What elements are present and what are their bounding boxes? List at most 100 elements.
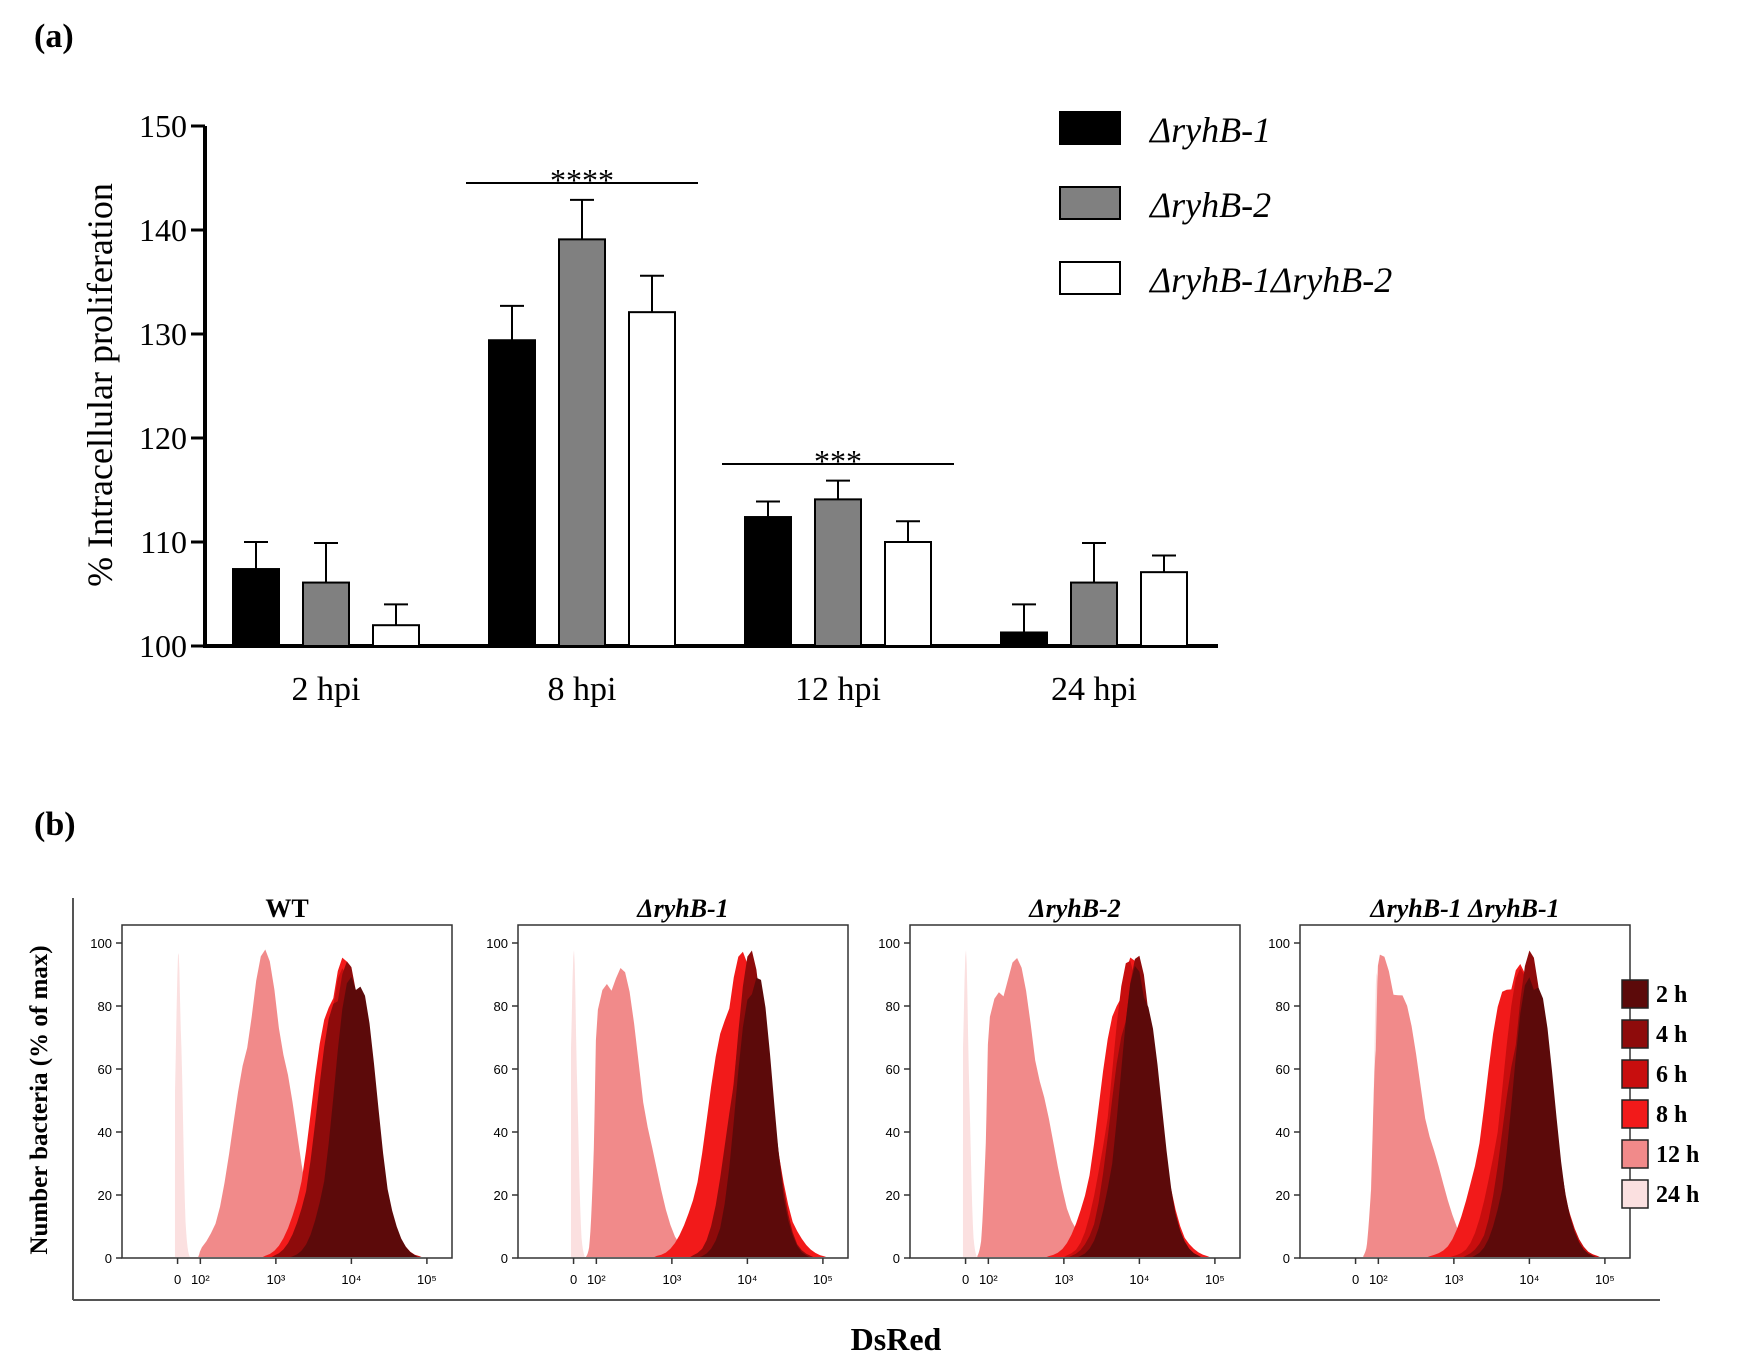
- significance-stars: ****: [550, 162, 614, 198]
- x-tick-label: 10³: [662, 1272, 681, 1287]
- x-tick-label: 2 hpi: [292, 671, 361, 708]
- legend-swatch: [1621, 1179, 1649, 1209]
- y-tick-label: 60: [494, 1062, 508, 1077]
- y-axis-title: % Intracellular proliferation: [80, 183, 120, 587]
- histogram-series-6h: [272, 968, 422, 1257]
- x-tick-label: 24 hpi: [1051, 671, 1137, 708]
- y-tick-label: 20: [494, 1188, 508, 1203]
- histogram-series-6h: [695, 972, 805, 1257]
- x-tick-label: 10⁵: [813, 1272, 833, 1287]
- bar: [744, 516, 792, 647]
- histogram-series-6h: [1450, 968, 1600, 1257]
- x-tick-label: 10³: [1444, 1272, 1463, 1287]
- y-tick-label: 60: [1276, 1062, 1290, 1077]
- legend-swatch: [1059, 261, 1121, 295]
- y-tick-label: 100: [878, 936, 900, 951]
- y-tick-label: 120: [139, 420, 187, 456]
- histogram-series-8h: [1427, 964, 1600, 1257]
- bar: [814, 498, 862, 647]
- legend-label: ΔryhB-1: [1148, 110, 1271, 150]
- bar-chart-proliferation: 100 110 120 130 140 150 % Intracellular prolif…: [80, 108, 1392, 708]
- significance-stars: ***: [814, 443, 862, 479]
- histogram-title: ΔryhB-2: [1028, 894, 1120, 923]
- histogram-series-2h: [699, 977, 810, 1257]
- y-tick-label: 60: [886, 1062, 900, 1077]
- y-tick-label: 20: [1276, 1188, 1290, 1203]
- bar: [372, 624, 420, 648]
- x-tick-label: 8 hpi: [548, 671, 617, 708]
- y-tick-label: 40: [886, 1125, 900, 1140]
- histogram-frame: [909, 924, 1241, 1259]
- legend-swatch: [1621, 1059, 1649, 1089]
- y-tick-label: 0: [501, 1251, 508, 1266]
- legend-swatch: [1059, 186, 1121, 220]
- legend-swatch: [1621, 1099, 1649, 1129]
- legend-label: 8 h: [1656, 1102, 1687, 1128]
- legend-swatch: [1621, 1139, 1649, 1169]
- y-tick-label: 130: [139, 316, 187, 352]
- legend-label: 24 h: [1656, 1182, 1699, 1208]
- x-tick-label: 10²: [979, 1272, 998, 1287]
- histogram-series-12h: [198, 949, 341, 1257]
- histogram-series-24h: [962, 950, 977, 1257]
- legend-label: ΔryhB-2: [1148, 185, 1271, 225]
- y-tick-label: 110: [140, 524, 187, 560]
- legend-label: 2 h: [1656, 982, 1687, 1008]
- histogram-series-2h: [1472, 977, 1596, 1257]
- x-tick-label: 12 hpi: [795, 671, 881, 708]
- y-tick-label: 80: [886, 999, 900, 1014]
- bar: [232, 568, 280, 647]
- y-axis-title: Number bacteria (% of max): [26, 945, 53, 1254]
- histogram-series-8h: [1046, 957, 1210, 1257]
- histogram-series-24h: [1364, 972, 1460, 1257]
- histogram-title: ΔryhB-1: [636, 894, 728, 923]
- y-tick-label: 0: [1283, 1251, 1290, 1266]
- histogram-series-24h: [174, 953, 190, 1257]
- bar: [558, 238, 606, 648]
- histogram-series-12h: [1363, 954, 1496, 1257]
- histogram-series-24h: [570, 950, 585, 1257]
- histogram-title: ΔryhB-1 ΔryhB-1: [1369, 894, 1559, 923]
- histogram-series-12h: [977, 958, 1110, 1257]
- y-tick-label: 100: [139, 628, 187, 664]
- y-tick-label: 100: [486, 936, 508, 951]
- x-tick-label: 10⁴: [1129, 1272, 1149, 1287]
- histogram-series-2h: [1078, 966, 1201, 1257]
- y-tick-label: 80: [98, 999, 112, 1014]
- panel-label-a: (a): [34, 18, 74, 55]
- x-tick-label: 10²: [191, 1272, 210, 1287]
- x-tick-label: 10⁵: [417, 1272, 437, 1287]
- y-tick-label: 140: [139, 212, 187, 248]
- histogram-series-4h: [1069, 955, 1202, 1257]
- y-tick-label: 0: [105, 1251, 112, 1266]
- bar: [884, 541, 932, 647]
- x-tick-label: 0: [570, 1272, 577, 1287]
- panel-label-b: (b): [34, 806, 76, 843]
- y-tick-label: 80: [494, 999, 508, 1014]
- x-tick-label: 10³: [1054, 1272, 1073, 1287]
- bar: [1000, 631, 1048, 647]
- y-tick-label: 40: [494, 1125, 508, 1140]
- legend-label: 6 h: [1656, 1062, 1687, 1088]
- y-tick-label: 150: [139, 108, 187, 144]
- x-tick-label: 0: [174, 1272, 181, 1287]
- histogram-series-6h: [1064, 960, 1201, 1257]
- legend-label: ΔryhB-1ΔryhB-2: [1148, 260, 1392, 300]
- x-tick-label: 10⁴: [1519, 1272, 1539, 1287]
- legend-label: 12 h: [1656, 1142, 1699, 1168]
- x-tick-label: 10⁴: [341, 1272, 361, 1287]
- x-tick-label: 10⁵: [1205, 1272, 1225, 1287]
- x-tick-label: 10⁴: [737, 1272, 757, 1287]
- histogram-title: WT: [265, 894, 308, 923]
- x-tick-label: 0: [962, 1272, 969, 1287]
- histogram-series-2h: [290, 976, 418, 1257]
- x-tick-label: 10²: [1369, 1272, 1388, 1287]
- x-tick-label: 10³: [266, 1272, 285, 1287]
- y-tick-label: 0: [893, 1251, 900, 1266]
- bar: [1070, 581, 1118, 647]
- x-axis-title: DsRed: [851, 1321, 942, 1357]
- y-tick-label: 20: [98, 1188, 112, 1203]
- histogram-series-8h: [262, 957, 418, 1257]
- x-tick-label: 0: [1352, 1272, 1359, 1287]
- y-tick-label: 100: [90, 936, 112, 951]
